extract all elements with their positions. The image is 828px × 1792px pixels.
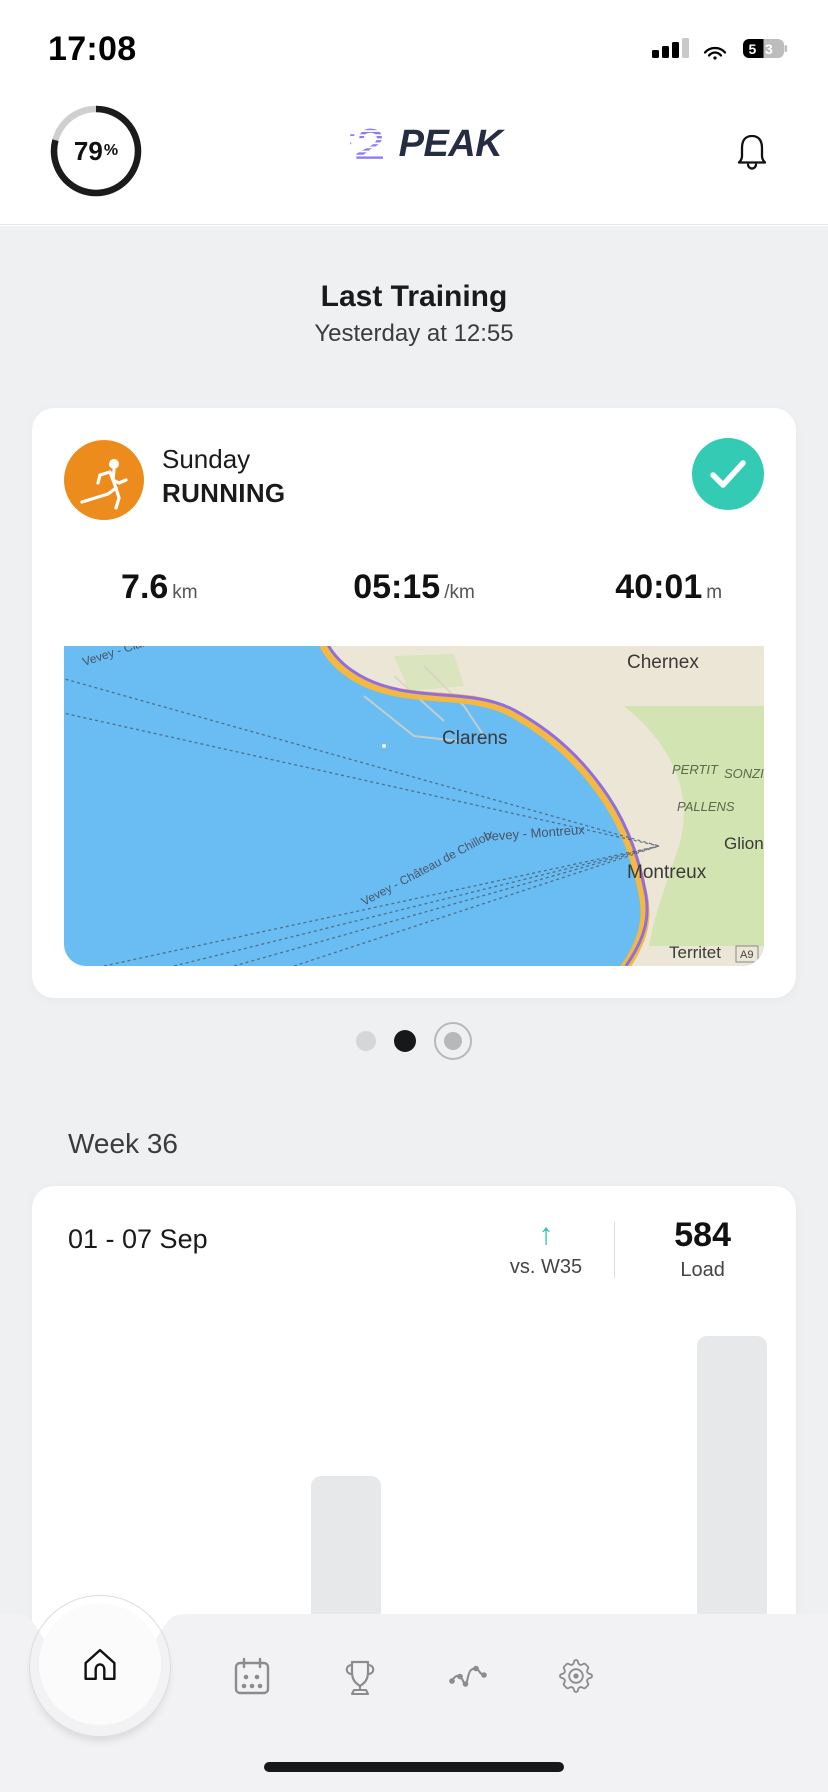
svg-text:PERTIT: PERTIT [672,762,719,777]
svg-text:A9: A9 [740,949,753,961]
svg-text:Territet: Territet [669,943,721,962]
svg-text:Chernex: Chernex [627,652,699,673]
svg-text:5: 5 [749,41,757,57]
svg-text:SONZIER: SONZIER [724,766,764,781]
svg-text:3: 3 [765,41,773,57]
svg-text:Glion: Glion [724,834,764,853]
svg-text:Montreux: Montreux [627,862,707,883]
svg-text:PALLENS: PALLENS [677,799,735,814]
svg-text:Clarens: Clarens [442,728,507,749]
